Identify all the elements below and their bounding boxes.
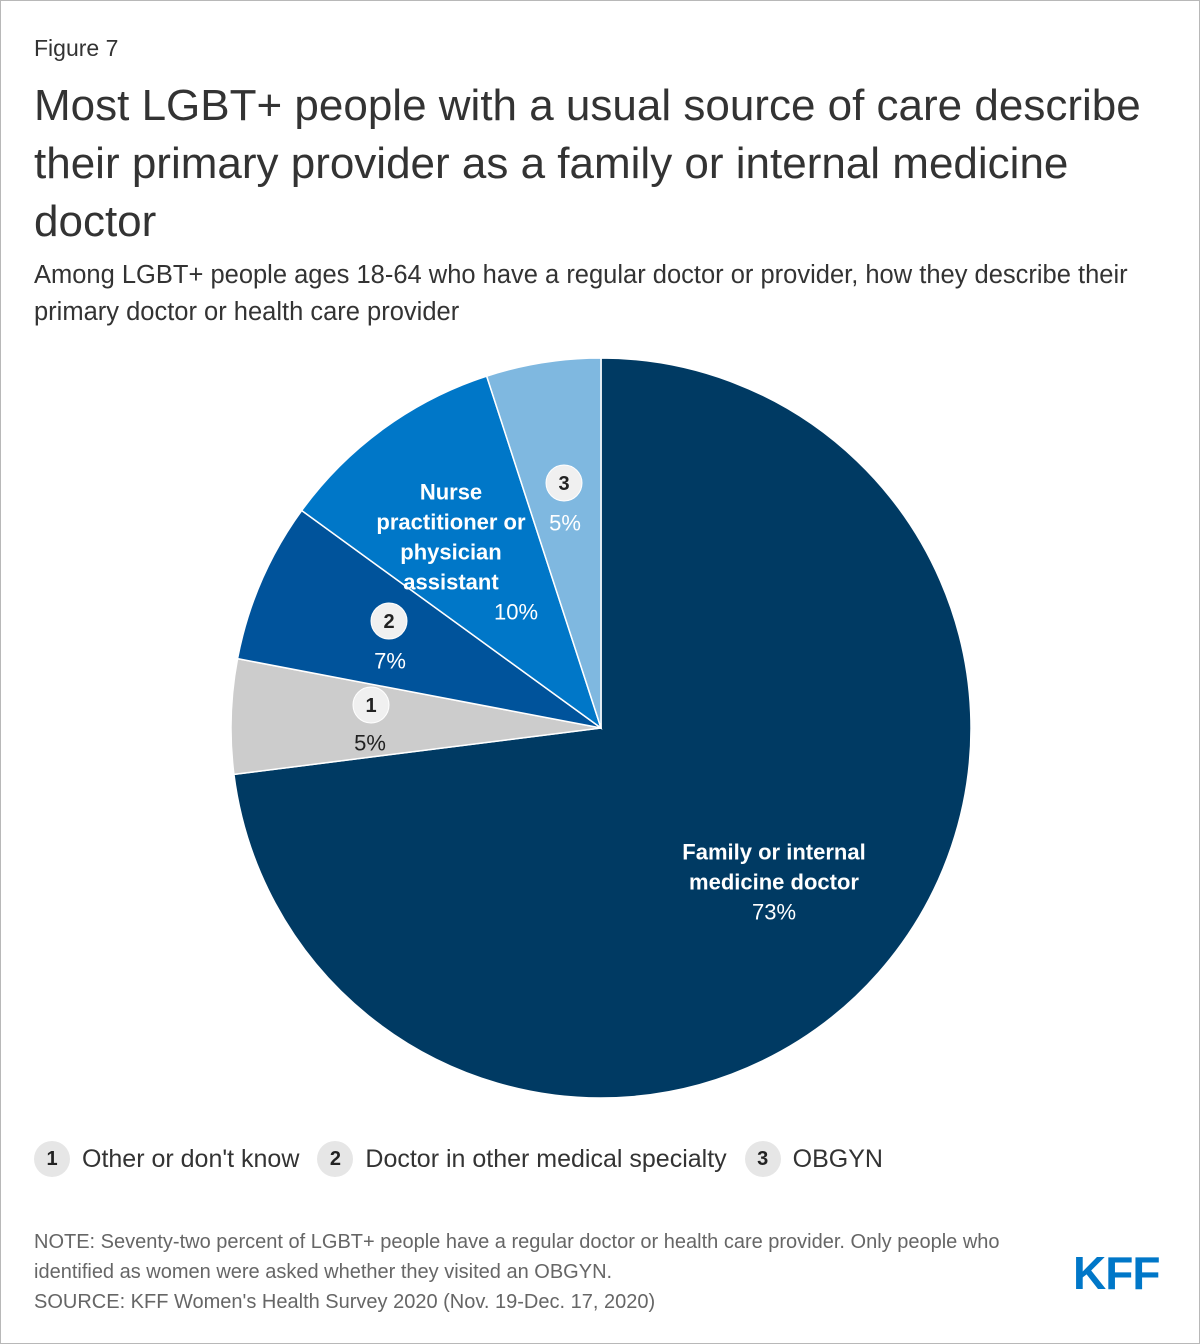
legend-label-other: Other or don't know: [82, 1144, 300, 1173]
slice-label-nurse-practitioner-or-physician-assistant: assistant: [403, 570, 499, 595]
legend: 1 Other or don't know 2 Doctor in other …: [34, 1138, 901, 1180]
slice-marker-1: 1: [365, 695, 376, 717]
kff-logo: KFF: [1073, 1247, 1160, 1299]
slice-value-doctor-in-other-medical-specialty: 7%: [374, 649, 406, 674]
slice-value-nurse-practitioner-or-physician-assistant: 10%: [494, 600, 538, 625]
legend-label-obgyn: OBGYN: [792, 1144, 883, 1173]
notes: NOTE: Seventy-two percent of LGBT+ peopl…: [34, 1227, 1034, 1317]
slice-label-family-or-internal-medicine-doctor: Family or internal: [682, 840, 865, 865]
pie-slice-nurse-practitioner-or-physician-assistant: [300, 375, 603, 730]
legend-badge-1: 1: [34, 1141, 70, 1177]
slice-marker-2: 2: [383, 611, 394, 633]
pie-slice-doctor-in-other-medical-specialty: [236, 509, 602, 729]
slice-label-nurse-practitioner-or-physician-assistant: Nurse: [420, 480, 482, 505]
legend-item-obgyn: 3 OBGYN: [744, 1141, 883, 1177]
source-text: SOURCE: KFF Women's Health Survey 2020 (…: [34, 1291, 656, 1313]
chart-subtitle: Among LGBT+ people ages 18-64 who have a…: [34, 261, 1128, 326]
slice-value-family-or-internal-medicine-doctor: 73%: [752, 900, 796, 925]
slice-label-nurse-practitioner-or-physician-assistant: practitioner or: [376, 510, 526, 535]
slice-value-other-or-don-t-know: 5%: [354, 731, 386, 756]
slice-value-obgyn: 5%: [549, 511, 581, 536]
chart-title: Most LGBT+ people with a usual source of…: [34, 81, 1141, 246]
slice-marker-badge-1: [352, 686, 390, 724]
legend-item-other: 1 Other or don't know: [34, 1141, 299, 1177]
pie-slice-obgyn: [485, 357, 602, 729]
legend-badge-3: 3: [744, 1141, 781, 1177]
legend-badge-2: 2: [317, 1141, 354, 1177]
slice-label-nurse-practitioner-or-physician-assistant: physician: [400, 540, 501, 565]
slice-marker-badge-3: [545, 464, 583, 502]
pie-slice-family-or-internal-medicine-doctor: [233, 357, 972, 1099]
pie-chart: Family or internal medicine doctor 73% 1 5% 2…: [230, 357, 972, 1099]
legend-item-specialty: 2 Doctor in other medical specialty: [317, 1141, 727, 1177]
slice-marker-3: 3: [558, 473, 569, 495]
figure-label: Figure 7: [34, 35, 119, 61]
legend-label-specialty: Doctor in other medical specialty: [365, 1144, 727, 1173]
slice-marker-badge-2: [370, 602, 408, 640]
slice-label-family-or-internal-medicine-doctor: medicine doctor: [689, 870, 859, 895]
note-text: NOTE: Seventy-two percent of LGBT+ peopl…: [34, 1231, 1000, 1283]
